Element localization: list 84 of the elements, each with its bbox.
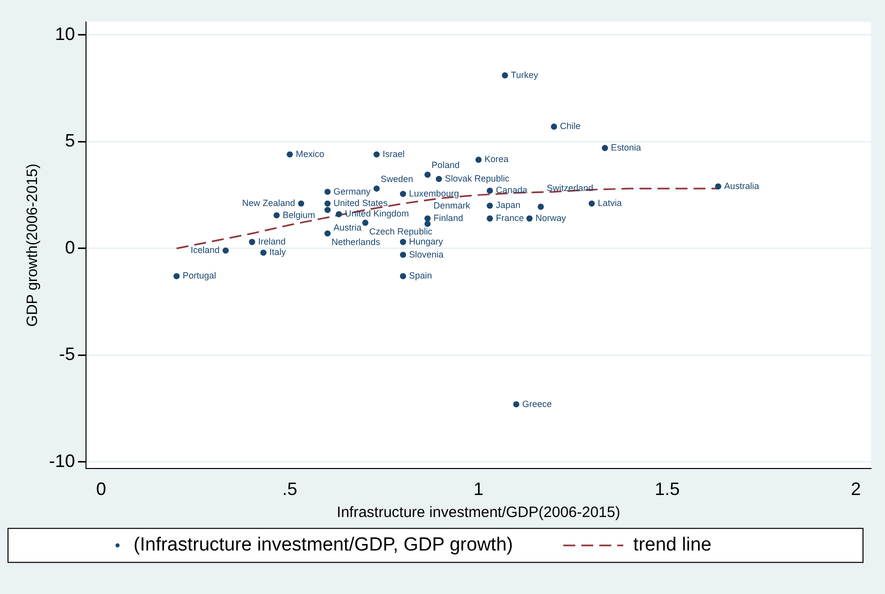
annotation: France [496,212,524,223]
annotation: Czech Republic [369,226,433,236]
annotation: Australia [724,180,760,191]
y-tick-label: -10 [49,450,76,471]
annotation: Netherlands [332,236,381,247]
x-tick-label: .5 [282,479,298,500]
point [424,220,431,227]
x-tick-label: 1 [474,479,484,500]
x-tick-label: 1.5 [654,479,680,500]
annotation: Austria [334,222,362,232]
point [173,273,180,280]
annotation: Mexico [296,148,324,159]
annotation: Estonia [610,142,641,152]
point [513,401,520,408]
y-tick-label: -5 [59,344,76,364]
point [502,72,508,78]
annotation: Japan [496,200,520,210]
annotation: Luxembourg [409,188,460,198]
x-tick-label: 0 [96,479,106,500]
annotation: Latvia [598,198,622,208]
annotation: Switzerland [546,183,594,194]
annotation: Iceland [190,245,220,256]
point [298,200,304,207]
annotation: Sweden [380,174,414,184]
point [715,183,722,190]
point [400,273,406,280]
annotation: United Kingdom [344,208,409,219]
point [400,252,406,258]
annotation: Canada [496,185,528,196]
point [274,212,280,218]
point [260,250,266,256]
annotation: Spain [409,270,432,281]
point [486,202,493,209]
point [475,156,482,163]
annotation: United States [334,198,388,208]
point [324,230,331,237]
annotation: Turkey [510,70,539,80]
x-tick-label: 2 [850,479,861,500]
point [538,204,544,210]
annotation: Hungary [409,236,444,246]
annotation: Denmark [434,200,471,210]
point [424,215,431,222]
annotation: New Zealand [242,198,296,208]
annotation: Poland [432,160,460,170]
annotation: Slovenia [409,249,444,260]
y-tick-label: 5 [65,130,76,151]
point [248,238,256,246]
point [336,211,342,218]
annotation: Israel [382,148,405,159]
point [436,176,442,182]
point [362,220,368,226]
point [486,215,493,222]
x-axis-title: Infrastructure investment/GDP(2006-2015) [336,504,620,522]
point [486,188,493,194]
point [286,151,293,158]
annotation: Finland [434,212,464,223]
annotation: Norway [535,212,566,223]
annotation: Greece [522,398,552,409]
point [424,172,431,178]
annotation: Ireland [258,236,286,246]
point [324,200,331,207]
y-axis-title: GDP growth(2006-2015) [24,164,42,327]
annotation: Belgium [282,210,316,220]
y-tick-label: 0 [65,237,76,258]
y-tick-label: 10 [54,24,76,44]
point [222,247,229,254]
point [550,124,558,130]
annotation: Korea [484,154,509,164]
annotation: Chile [560,121,581,132]
point [324,206,331,214]
point [374,151,380,158]
legend-label: trend line [633,534,712,556]
annotation: Portugal [182,270,216,281]
point [588,200,595,207]
annotation: Germany [334,186,372,196]
annotation: Italy [269,247,286,258]
point [400,238,406,246]
point [324,188,331,195]
legend-label: (Infrastructure investment/GDP, GDP growth) [134,534,513,556]
point [602,144,608,152]
annotation: Slovak Republic [444,173,510,184]
point [400,190,406,198]
point [526,215,533,222]
point [374,186,380,192]
